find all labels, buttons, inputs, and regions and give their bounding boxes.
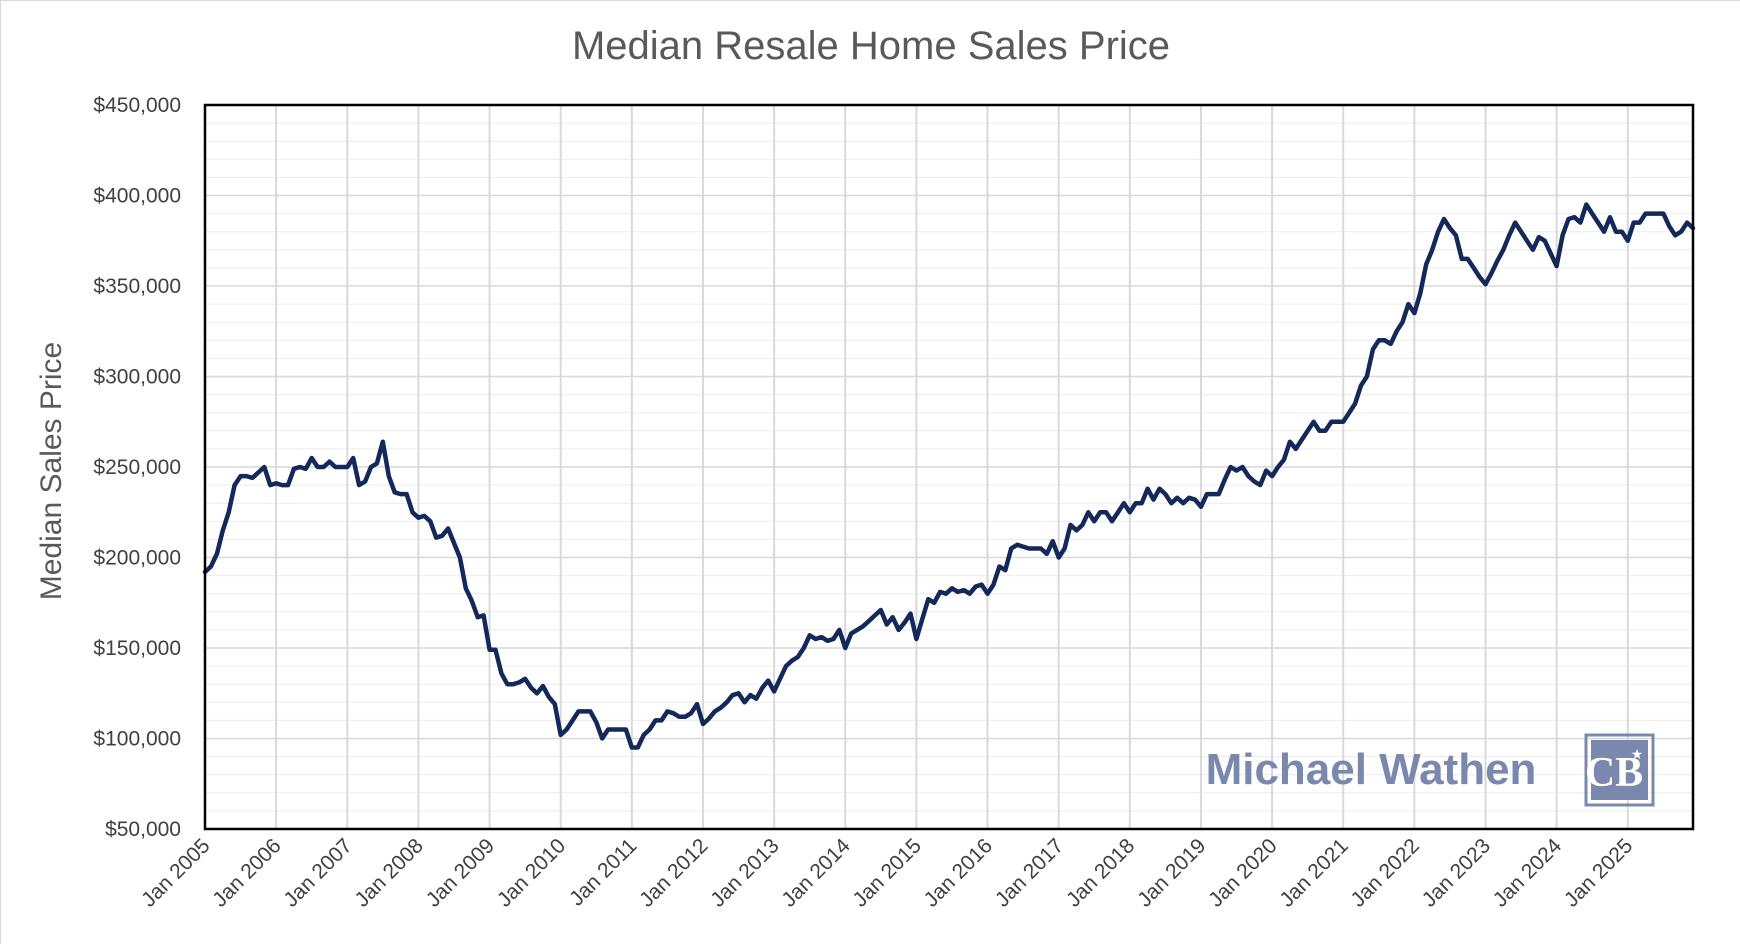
x-tick-label: Jan 2008: [351, 834, 428, 911]
y-axis-label: Median Sales Price: [35, 342, 68, 600]
x-tick-label: Jan 2005: [137, 834, 214, 911]
x-tick-label: Jan 2021: [1275, 834, 1352, 911]
x-tick-label: Jan 2024: [1489, 834, 1567, 912]
series-line: [202, 202, 1696, 750]
y-tick-label: $450,000: [93, 94, 181, 117]
plot-area-border: [203, 103, 1695, 831]
x-tick-label: Jan 2009: [422, 834, 499, 911]
x-tick-label: Jan 2023: [1418, 834, 1495, 911]
series-group: [202, 202, 1696, 750]
x-tick-label: Jan 2022: [1347, 834, 1424, 911]
chart-title: Median Resale Home Sales Price: [572, 24, 1170, 68]
x-tick-label: Jan 2016: [920, 834, 997, 911]
x-tick-label: Jan 2007: [279, 834, 356, 911]
x-tick-label: Jan 2011: [565, 834, 641, 910]
coldwell-banker-logo: CB ★: [1584, 733, 1655, 807]
logo-fill: [1591, 740, 1648, 800]
x-tick-label: Jan 2018: [1062, 834, 1139, 911]
x-tick-label: Jan 2020: [1204, 834, 1281, 911]
x-tick-label: Jan 2013: [706, 834, 783, 911]
logo-frame: [1584, 733, 1655, 807]
x-tick-label: Jan 2017: [991, 834, 1068, 911]
logo-star-icon: ★: [1631, 747, 1644, 763]
minor-gridlines: [205, 122, 1693, 812]
x-tick-label: Jan 2010: [493, 834, 570, 911]
y-tick-label: $400,000: [93, 185, 181, 208]
watermark: Michael Wathen CB ★: [1206, 733, 1655, 807]
y-tick-label: $50,000: [105, 818, 181, 841]
y-tick-label: $250,000: [93, 456, 181, 479]
y-axis-ticks: $50,000 $100,000 $150,000 $200,000 $250,000 $…: [93, 94, 181, 841]
y-tick-label: $300,000: [93, 366, 181, 389]
y-tick-label: $350,000: [93, 275, 181, 298]
y-tick-label: $100,000: [93, 728, 181, 751]
y-tick-label: $200,000: [93, 547, 181, 570]
x-tick-label: Jan 2019: [1133, 834, 1210, 911]
y-tick-label: $150,000: [93, 637, 181, 660]
x-tick-label: Jan 2012: [635, 834, 712, 911]
watermark-text: Michael Wathen: [1206, 745, 1537, 794]
x-tick-label: Jan 2025: [1560, 834, 1637, 911]
x-tick-label: Jan 2006: [208, 834, 285, 911]
logo-monogram: CB: [1585, 750, 1643, 796]
x-tick-label: Jan 2014: [777, 834, 855, 912]
x-tick-label: Jan 2015: [849, 834, 926, 911]
